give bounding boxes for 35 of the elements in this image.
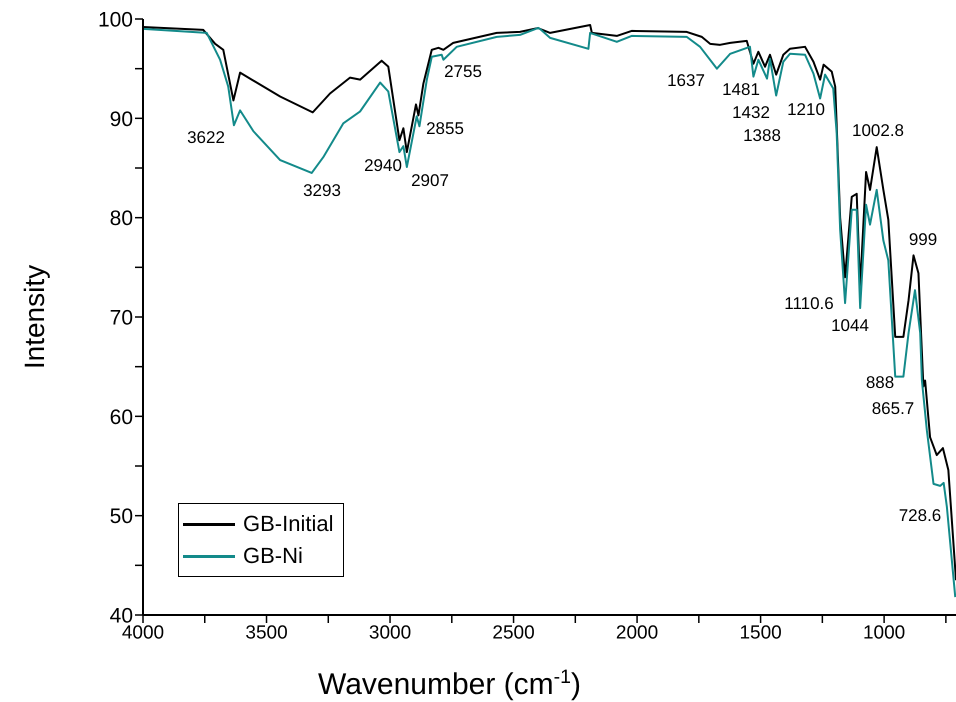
x-tick-label: 1500 [739,622,782,644]
x-tick-label: 2000 [616,622,658,644]
annotation: 3622 [187,128,225,147]
legend-label: GB-Ni [243,543,303,569]
annotation: 1388 [743,126,781,145]
annotation: 1210 [787,100,825,119]
x-tick-label: 3500 [245,622,288,644]
annotation: 865.7 [872,398,914,418]
x-tick-label: 4000 [122,622,164,644]
legend-label: GB-Initial [243,511,334,537]
y-tick-label: 50 [110,505,133,528]
y-tick-label: 90 [110,108,133,131]
annotation: 3293 [303,180,341,200]
annotation: 1002.8 [852,120,904,140]
annotation: 1481 [722,80,760,99]
annotation: 2907 [411,170,449,190]
x-tick-label: 1000 [862,622,906,644]
annotation: 888 [866,372,894,392]
annotation: 2855 [426,118,464,138]
x-tick-label: 2500 [492,622,535,644]
annotation: 1432 [732,102,770,122]
annotation: 1110.6 [784,294,834,313]
x-tick-label: 3000 [368,622,412,644]
annotation: 2755 [444,62,482,81]
y-tick-label: 70 [110,306,133,330]
y-tick-label: 100 [98,8,133,32]
annotation: 999 [908,230,938,249]
annotation: 728.6 [898,506,942,525]
annotation: 1044 [831,316,869,335]
y-axis-title: Intensity [19,264,50,370]
y-tick-label: 80 [110,207,133,230]
y-tick-label: 60 [110,406,133,429]
annotation: 2940 [364,156,402,175]
x-axis-title: Wavenumber (cm$^{-1}$) [318,666,581,701]
annotation: 1637 [667,70,705,90]
